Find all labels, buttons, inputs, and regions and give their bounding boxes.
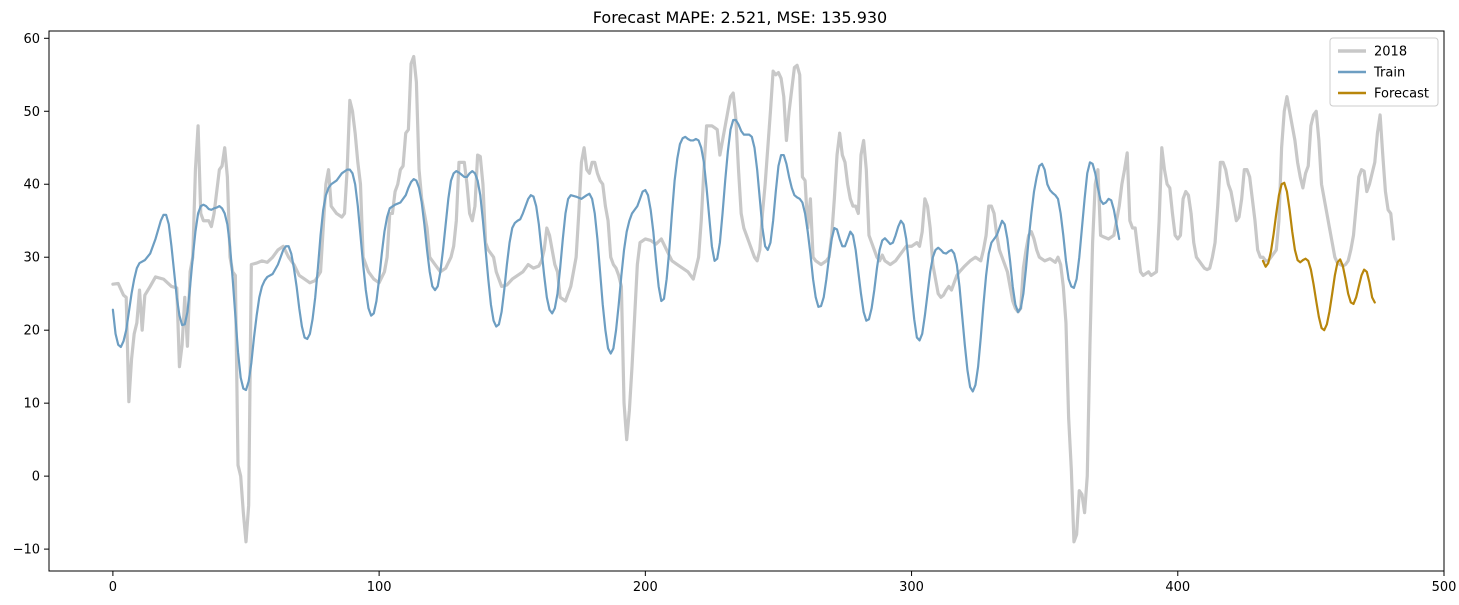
x-tick-label: 400 — [1165, 580, 1190, 595]
series-line-train — [111, 118, 1121, 393]
legend-label: Train — [1373, 66, 1405, 81]
x-axis: 0 100 200 300 400 500 — [109, 571, 1457, 595]
x-tick-label: 0 — [109, 580, 117, 595]
y-tick-label: 20 — [23, 324, 40, 339]
y-tick-label: 40 — [23, 178, 40, 193]
series-line-forecast — [1261, 181, 1376, 332]
x-tick-label: 100 — [367, 580, 392, 595]
y-tick-label: 0 — [32, 470, 40, 485]
y-axis: −10 0 10 20 30 40 50 60 — [13, 32, 49, 558]
y-tick-label: −10 — [13, 543, 40, 558]
legend-box — [1329, 37, 1439, 107]
x-tick-label: 300 — [899, 580, 924, 595]
legend: 2018 Train Forecast — [1329, 37, 1439, 107]
legend-label: 2018 — [1374, 45, 1407, 60]
x-tick-label: 500 — [1432, 580, 1457, 595]
plot-frame — [48, 30, 1445, 572]
y-tick-label: 50 — [23, 105, 40, 120]
y-tick-label: 30 — [23, 251, 40, 266]
x-tick-label: 200 — [633, 580, 658, 595]
legend-label: Forecast — [1374, 87, 1429, 102]
series-line-2018 — [111, 54, 1396, 544]
y-tick-label: 10 — [23, 397, 40, 412]
y-tick-label: 60 — [23, 32, 40, 47]
chart-title: Forecast MAPE: 2.521, MSE: 135.930 — [593, 8, 887, 27]
